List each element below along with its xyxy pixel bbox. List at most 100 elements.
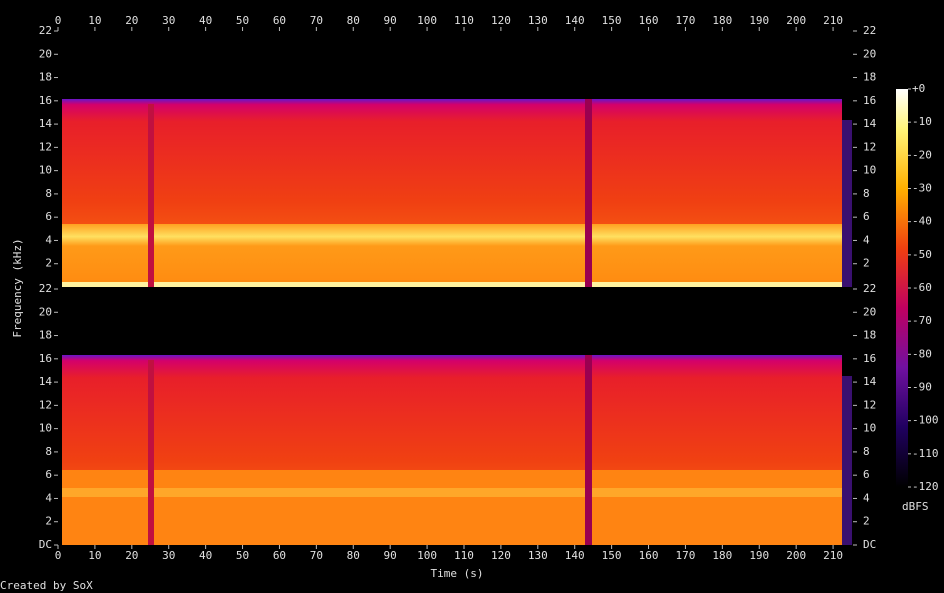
y-tick-label: 2: [863, 257, 870, 270]
x-tick-label: 10: [88, 549, 101, 562]
x-tick-label: 40: [199, 549, 212, 562]
x-tick-label: 160: [639, 14, 659, 27]
x-tick-label: 60: [273, 14, 286, 27]
x-tick-label: 140: [565, 549, 585, 562]
y-tick-label: 10: [39, 422, 52, 435]
y-tick-label: 14: [863, 117, 877, 130]
x-tick-label: 160: [639, 549, 659, 562]
y-tick-label: 16: [863, 94, 876, 107]
footer: Created by SoX: [0, 579, 93, 592]
y-tick-label: 20: [39, 305, 52, 318]
x-tick-label: 180: [712, 549, 732, 562]
x-tick-label: 90: [384, 549, 397, 562]
y-tick-label: 8: [45, 445, 52, 458]
y-tick-label: 4: [45, 233, 52, 246]
y-tick-label: 16: [39, 352, 52, 365]
y-tick-label: 4: [863, 491, 870, 504]
x-tick-label: 100: [417, 14, 437, 27]
x-tick-label: 180: [712, 14, 732, 27]
y-tick-label: 22: [39, 282, 52, 295]
x-tick-label: 140: [565, 14, 585, 27]
x-tick-label: 190: [749, 14, 769, 27]
y-tick-label: 22: [39, 24, 52, 37]
y-tick-label: 18: [863, 329, 876, 342]
y-tick-label: 2: [45, 257, 52, 270]
y-tick-label: 4: [863, 233, 870, 246]
y-tick-label: 10: [863, 164, 876, 177]
y-tick-label: 8: [863, 187, 870, 200]
y-tick-label: 20: [863, 305, 876, 318]
colorbar-label: dBFS: [902, 500, 929, 513]
x-tick-label: 110: [454, 14, 474, 27]
colorbar-tick-label: -10: [912, 115, 932, 128]
channel-2-spectrum: [58, 289, 853, 545]
colorbar-tick-label: -90: [912, 381, 932, 394]
y-tick-label: 2: [45, 515, 52, 528]
y-tick-label: 14: [39, 117, 53, 130]
colorbar-tick-label: -20: [912, 148, 932, 161]
colorbar-tick-label: -70: [912, 314, 932, 327]
y-tick-label: 18: [863, 71, 876, 84]
x-tick-label: 150: [602, 549, 622, 562]
colorbar-tick-label: -40: [912, 215, 932, 228]
y-tick-label: 20: [863, 47, 876, 60]
y-tick-label: 12: [863, 140, 876, 153]
x-tick-label: 190: [749, 549, 769, 562]
y-tick-label: 4: [45, 491, 52, 504]
x-tick-label: 80: [347, 14, 360, 27]
x-tick-label: 30: [162, 14, 175, 27]
y-tick-label: 6: [863, 468, 870, 481]
x-tick-label: 130: [528, 14, 548, 27]
channel-1-spectrum: [58, 31, 853, 287]
x-tick-label: 80: [347, 549, 360, 562]
colorbar-tick-label: -80: [912, 347, 932, 360]
x-tick-label: 50: [236, 14, 249, 27]
x-tick-label: 20: [125, 14, 138, 27]
x-tick-label: 170: [675, 549, 695, 562]
y-tick-label: 12: [863, 398, 876, 411]
x-tick-label: 210: [823, 14, 843, 27]
x-tick-label: 130: [528, 549, 548, 562]
y-tick-label: 10: [863, 422, 876, 435]
colorbar-tick-label: -120: [912, 480, 939, 493]
x-tick-label: 20: [125, 549, 138, 562]
y-tick-label: 8: [863, 445, 870, 458]
y-tick-label: 2: [863, 515, 870, 528]
y-tick-label: 16: [39, 94, 52, 107]
y-tick-label: DC: [39, 538, 52, 551]
x-tick-label: 10: [88, 14, 101, 27]
y-tick-label: 6: [45, 468, 52, 481]
x-tick-label: 0: [55, 549, 62, 562]
x-tick-label: 90: [384, 14, 397, 27]
x-axis-label: Time (s): [431, 567, 484, 580]
x-tick-label: 200: [786, 14, 806, 27]
colorbar-tick-label: -110: [912, 447, 939, 460]
colorbar-tick-label: +0: [912, 82, 925, 95]
x-tick-label: 70: [310, 549, 323, 562]
x-tick-label: 50: [236, 549, 249, 562]
x-tick-label: 210: [823, 549, 843, 562]
y-tick-label: 18: [39, 329, 52, 342]
y-tick-label: 14: [39, 375, 53, 388]
y-tick-label: 12: [39, 140, 52, 153]
colorbar: [896, 89, 908, 487]
x-tick-label: 110: [454, 549, 474, 562]
colorbar-tick-label: -100: [912, 414, 939, 427]
x-tick-label: 120: [491, 549, 511, 562]
colorbar-tick-label: -30: [912, 182, 932, 195]
y-tick-label: 8: [45, 187, 52, 200]
x-tick-label: 150: [602, 14, 622, 27]
y-tick-label: 22: [863, 282, 876, 295]
x-tick-label: 60: [273, 549, 286, 562]
y-tick-label: 6: [45, 210, 52, 223]
y-tick-label: 12: [39, 398, 52, 411]
y-tick-label: 6: [863, 210, 870, 223]
y-tick-label: 14: [863, 375, 877, 388]
y-tick-label: 18: [39, 71, 52, 84]
y-tick-label: DC: [863, 538, 876, 551]
x-tick-label: 170: [675, 14, 695, 27]
x-tick-label: 0: [55, 14, 62, 27]
colorbar-tick-label: -60: [912, 281, 932, 294]
x-tick-label: 120: [491, 14, 511, 27]
colorbar-tick-label: -50: [912, 248, 932, 261]
